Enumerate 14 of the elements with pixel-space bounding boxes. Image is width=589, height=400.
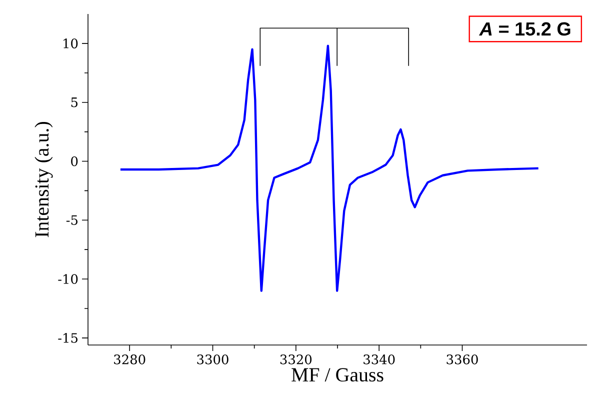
y-tick-label: -5 bbox=[66, 215, 78, 225]
y-tick-label: 5 bbox=[71, 98, 78, 108]
x-tick-label: 3360 bbox=[446, 354, 478, 364]
x-tick-label: 3320 bbox=[280, 354, 312, 364]
x-tick-label: 3340 bbox=[364, 354, 395, 364]
x-axis-title: MF / Gauss bbox=[292, 368, 384, 382]
y-tick-label: 0 bbox=[71, 156, 78, 166]
y-axis-title: Intensity (a.u.) bbox=[34, 122, 53, 238]
y-tick-label: 10 bbox=[64, 38, 78, 48]
annotation: A = 15.2 G bbox=[478, 22, 570, 36]
y-tick-label: -10 bbox=[58, 274, 78, 284]
x-tick-label: 3280 bbox=[114, 354, 146, 364]
x-tick-label: 3300 bbox=[197, 354, 228, 364]
y-tick-label: -15 bbox=[58, 333, 78, 343]
